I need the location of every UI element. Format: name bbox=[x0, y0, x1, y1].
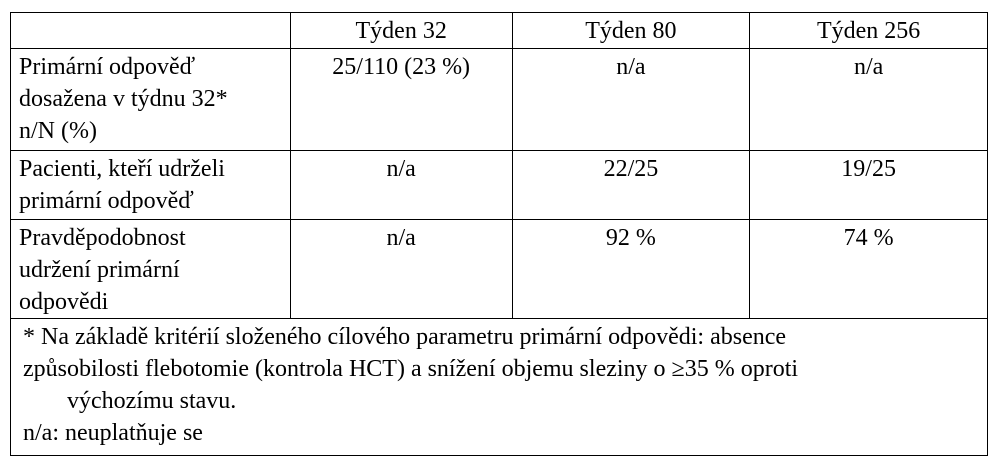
footnote-row: * Na základě kritérií složeného cílového… bbox=[10, 318, 988, 456]
results-table: Týden 32 Týden 80 Týden 256 Primární odp… bbox=[10, 12, 988, 456]
cell-value: 22/25 bbox=[511, 150, 751, 220]
footnote: * Na základě kritérií složeného cílového… bbox=[10, 318, 988, 456]
label-line: primární odpověď bbox=[19, 188, 194, 214]
header-week-80: Týden 80 bbox=[511, 12, 751, 49]
label-line: Primární odpověď bbox=[19, 54, 196, 80]
header-week-256: Týden 256 bbox=[749, 12, 988, 49]
cell-value: 25/110 (23 %) bbox=[289, 48, 513, 151]
cell-value: 92 % bbox=[511, 219, 751, 319]
header-row: Týden 32 Týden 80 Týden 256 bbox=[10, 12, 988, 49]
cell-value: n/a bbox=[511, 48, 751, 151]
abbreviation-note: n/a: neuplatňuje se bbox=[23, 420, 203, 446]
label-line: n/N (%) bbox=[19, 118, 97, 144]
label-line: dosažena v týdnu 32* bbox=[19, 86, 228, 112]
table-row: Pravděpodobnost udržení primární odpověd… bbox=[10, 219, 988, 319]
cell-value: n/a bbox=[289, 219, 513, 319]
row-label: Pacienti, kteří udrželi primární odpověď bbox=[10, 150, 291, 220]
label-line: odpovědi bbox=[19, 289, 109, 315]
row-label: Pravděpodobnost udržení primární odpověd… bbox=[10, 219, 291, 319]
footnote-line: výchozímu stavu. bbox=[67, 388, 237, 414]
header-cell-empty bbox=[10, 12, 291, 49]
footnote-line: * Na základě kritérií složeného cílového… bbox=[23, 324, 787, 350]
cell-value: n/a bbox=[749, 48, 988, 151]
label-line: Pravděpodobnost bbox=[19, 225, 186, 251]
cell-value: 74 % bbox=[749, 219, 988, 319]
table-row: Pacienti, kteří udrželi primární odpověď… bbox=[10, 150, 988, 220]
table-row: Primární odpověď dosažena v týdnu 32* n/… bbox=[10, 48, 988, 151]
header-week-32: Týden 32 bbox=[289, 12, 513, 49]
footnote-line: způsobilosti flebotomie (kontrola HCT) a… bbox=[23, 356, 799, 382]
label-line: Pacienti, kteří udrželi bbox=[19, 156, 225, 182]
cell-value: 19/25 bbox=[749, 150, 988, 220]
row-label: Primární odpověď dosažena v týdnu 32* n/… bbox=[10, 48, 291, 151]
cell-value: n/a bbox=[289, 150, 513, 220]
label-line: udržení primární bbox=[19, 257, 180, 283]
